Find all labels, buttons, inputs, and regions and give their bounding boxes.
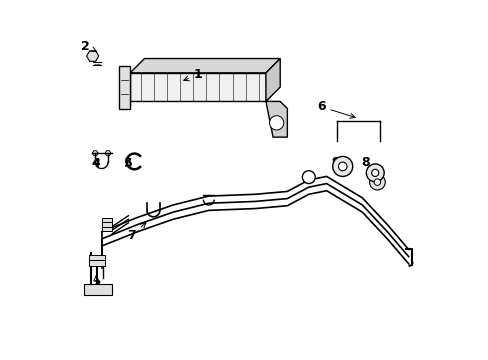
Text: 2: 2 [81,40,96,53]
Bar [89,255,105,261]
Text: 4: 4 [92,157,101,170]
Polygon shape [265,59,280,102]
Polygon shape [265,102,287,137]
Text: 1: 1 [183,68,202,81]
Circle shape [366,164,384,182]
Circle shape [369,174,385,190]
Circle shape [302,171,315,184]
Text: 5: 5 [124,157,133,170]
Circle shape [332,157,352,176]
Text: 8: 8 [361,156,375,170]
Polygon shape [130,73,265,102]
Circle shape [373,179,380,185]
Circle shape [338,162,346,171]
Text: 6: 6 [316,100,354,118]
Polygon shape [130,59,280,73]
Bar [102,226,112,231]
Polygon shape [86,51,99,61]
Text: 3: 3 [92,276,101,292]
Bar [89,260,105,266]
Text: 9: 9 [330,156,342,169]
Bar [83,284,112,295]
Circle shape [371,169,378,176]
Polygon shape [119,66,130,109]
Bar [102,222,112,228]
Text: 7: 7 [127,222,145,242]
Bar [102,217,112,225]
Circle shape [269,116,283,130]
